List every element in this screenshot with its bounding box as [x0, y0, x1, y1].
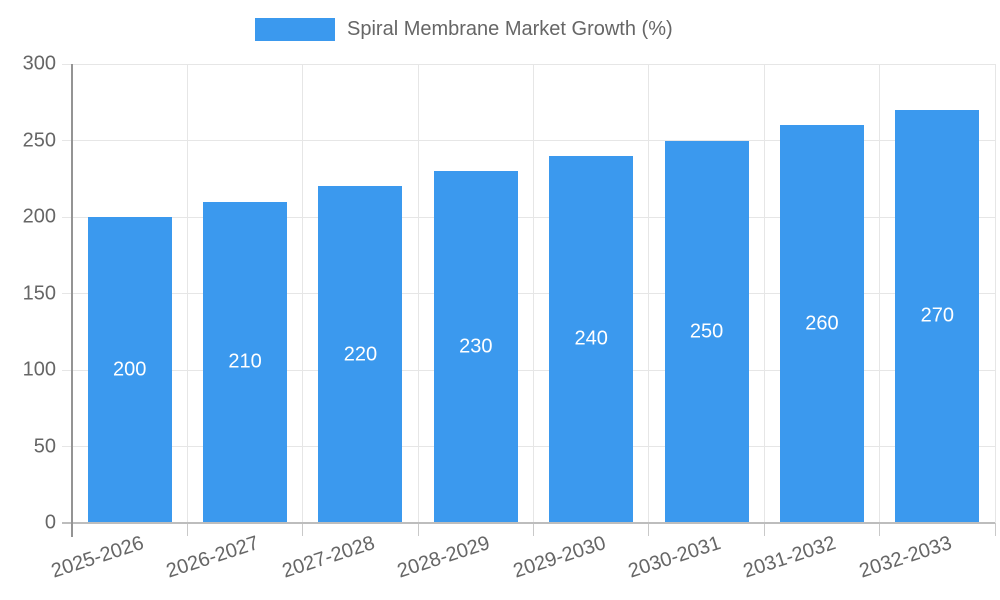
bar-value-label: 270: [920, 304, 954, 327]
bar-value-label: 200: [113, 358, 147, 381]
x-gridline: [994, 64, 996, 523]
y-gridline: [62, 446, 995, 447]
bar-2026-2027[interactable]: [203, 201, 288, 523]
x-axis-tick-mark: [879, 523, 881, 536]
y-gridline: [62, 140, 995, 141]
bar-2028-2029[interactable]: [433, 171, 518, 523]
y-gridline: [62, 369, 995, 371]
x-axis-tick-label: 2029-2030: [510, 532, 608, 583]
x-gridline: [302, 64, 304, 523]
y-axis-tick-label: 150: [22, 282, 56, 304]
x-axis-tick-mark: [994, 523, 996, 536]
y-gridline: [62, 293, 995, 294]
x-gridline: [186, 64, 188, 523]
y-axis-line: [71, 64, 73, 537]
y-axis-tick-label: 300: [22, 52, 56, 75]
bar-2031-2032[interactable]: [779, 125, 864, 523]
x-gridline: [763, 64, 765, 523]
bar-2032-2033[interactable]: [895, 109, 980, 523]
y-axis-tick-label: 200: [22, 205, 56, 228]
x-axis-tick-mark: [763, 523, 765, 536]
x-axis-tick-mark: [417, 523, 419, 536]
bar-2027-2028[interactable]: [318, 186, 403, 523]
y-axis-tick-label: 0: [44, 511, 56, 534]
y-gridline: [62, 63, 995, 65]
bar-value-label: 230: [459, 335, 493, 358]
y-axis-tick-label: 250: [22, 129, 56, 151]
x-gridline: [648, 64, 650, 523]
y-gridline: [62, 216, 995, 218]
bar-value-label: 250: [689, 320, 724, 343]
legend-swatch: [255, 18, 335, 41]
x-axis-line: [62, 522, 995, 524]
x-axis-tick-label: 2026-2027: [164, 532, 262, 583]
y-axis-tick-label: 100: [22, 358, 56, 381]
x-axis-tick-label: 2030-2031: [625, 532, 724, 583]
bar-value-label: 210: [228, 350, 262, 373]
x-gridline: [417, 64, 419, 523]
x-axis-tick-label: 2032-2033: [856, 532, 955, 583]
x-axis-tick-mark: [302, 523, 304, 536]
x-axis-tick-label: 2028-2029: [394, 532, 493, 583]
y-axis-tick-label: 50: [33, 435, 56, 457]
bar-2030-2031[interactable]: [664, 140, 749, 523]
x-axis-tick-mark: [648, 523, 650, 536]
bar-value-label: 220: [343, 343, 378, 366]
bar-value-label: 240: [574, 327, 608, 350]
x-axis-tick-label: 2025-2026: [48, 532, 147, 583]
bar-2029-2030[interactable]: [549, 155, 634, 523]
legend-label: Spiral Membrane Market Growth (%): [347, 18, 673, 40]
legend[interactable]: Spiral Membrane Market Growth (%): [255, 18, 673, 41]
x-axis-tick-label: 2027-2028: [279, 532, 378, 583]
x-gridline: [533, 64, 534, 523]
bar-value-label: 260: [805, 312, 839, 335]
x-axis-tick-mark: [533, 523, 534, 536]
x-axis-tick-mark: [186, 523, 188, 536]
bar-2025-2026[interactable]: [87, 217, 172, 523]
x-gridline: [879, 64, 881, 523]
x-axis-tick-label: 2031-2032: [740, 532, 839, 583]
